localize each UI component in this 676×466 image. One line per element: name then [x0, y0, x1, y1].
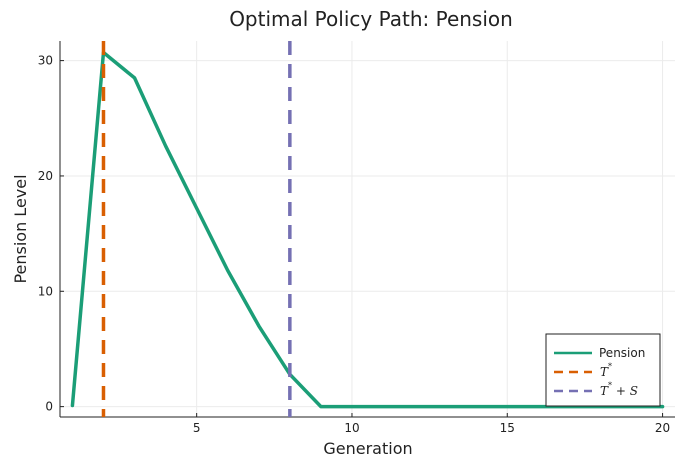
x-tick-label: 5	[193, 421, 201, 435]
x-axis-label: Generation	[323, 439, 412, 458]
legend-t-s-main: T	[600, 384, 609, 398]
y-axis-label: Pension Level	[11, 174, 30, 283]
ticks: 5 10 15 20 0 10 20 30	[38, 54, 670, 435]
legend-label-pension: Pension	[599, 346, 645, 360]
axes	[59, 41, 675, 418]
legend-t-s-sup: *	[608, 381, 612, 390]
x-tick-label: 20	[655, 421, 670, 435]
series-line-pension	[70, 50, 665, 409]
x-tick-label: 10	[344, 421, 359, 435]
legend-box	[545, 333, 661, 407]
legend-label-t-star-plus-s: T* + S	[600, 381, 638, 398]
x-tick-label: 15	[500, 421, 515, 435]
y-tick-label: 10	[38, 284, 53, 298]
y-tick-label: 0	[45, 400, 53, 414]
legend-t-s-rest: + S	[612, 384, 638, 398]
legend-t-star-main: T	[600, 365, 609, 379]
chart-title: Optimal Policy Path: Pension	[229, 7, 513, 31]
legend-t-star-sup: *	[608, 362, 612, 371]
legend-label-t-star: T*	[600, 362, 612, 379]
y-tick-label: 30	[38, 54, 53, 68]
y-tick-label: 20	[38, 169, 53, 183]
plot-area	[70, 41, 665, 417]
legend: Pension T* T* + S	[545, 333, 661, 407]
